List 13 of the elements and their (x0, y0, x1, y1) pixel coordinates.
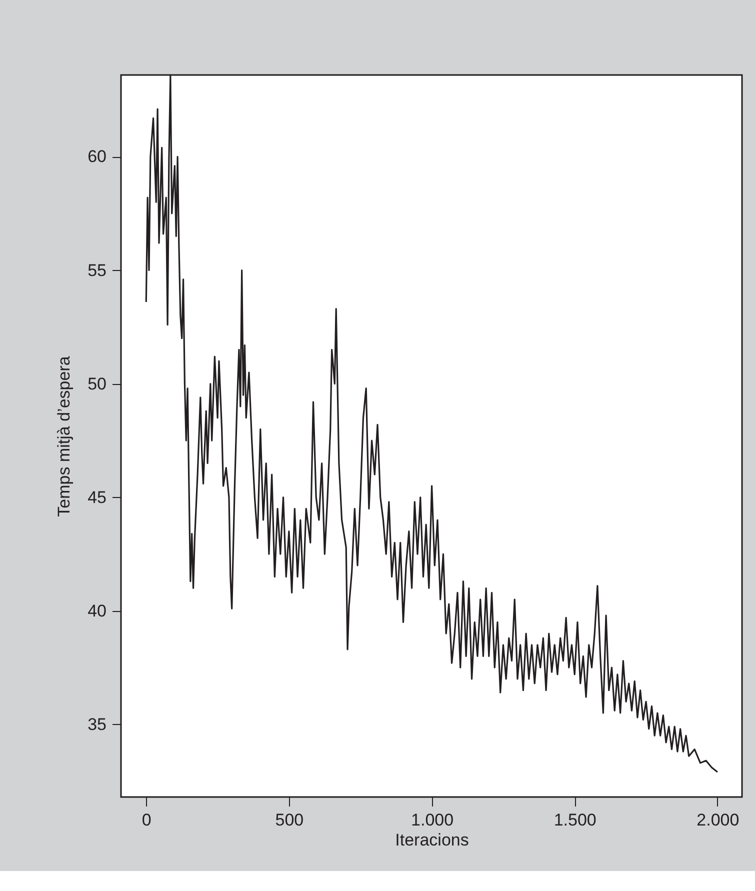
y-tick-label: 55 (88, 260, 106, 280)
x-tick-label: 2.000 (696, 810, 740, 830)
x-tick-label: 500 (275, 810, 304, 830)
y-tick-label: 45 (88, 488, 106, 507)
y-tick-label: 35 (88, 714, 106, 734)
y-axis-title: Temps mitjà d’espera (54, 356, 74, 517)
x-tick-label: 1.000 (411, 810, 454, 830)
y-tick-label: 60 (88, 147, 106, 166)
x-tick-label: 1.500 (554, 810, 596, 830)
x-axis-title: Iteracions (395, 830, 469, 850)
y-tick-label: 40 (88, 601, 106, 620)
y-tick-label: 50 (88, 374, 106, 394)
x-tick-label: 0 (142, 810, 152, 830)
